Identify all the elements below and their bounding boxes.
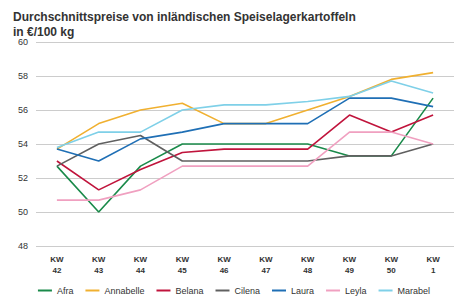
svg-text:58: 58 [18, 71, 28, 81]
svg-text:47: 47 [261, 266, 270, 275]
svg-text:Afra: Afra [57, 286, 74, 296]
svg-text:Leyla: Leyla [345, 286, 367, 296]
svg-text:Laura: Laura [291, 286, 314, 296]
svg-text:50: 50 [387, 266, 396, 275]
svg-text:Belana: Belana [175, 286, 203, 296]
svg-text:KW: KW [301, 255, 315, 264]
svg-text:46: 46 [220, 266, 229, 275]
svg-text:KW: KW [217, 255, 231, 264]
svg-text:KW: KW [134, 255, 148, 264]
svg-text:Cilena: Cilena [235, 286, 261, 296]
svg-text:56: 56 [18, 105, 28, 115]
svg-text:1: 1 [431, 266, 436, 275]
svg-text:48: 48 [303, 266, 312, 275]
svg-text:in €/100 kg: in €/100 kg [13, 25, 74, 39]
svg-text:Marabel: Marabel [398, 286, 431, 296]
svg-text:60: 60 [18, 37, 28, 47]
svg-text:49: 49 [345, 266, 354, 275]
svg-text:50: 50 [18, 207, 28, 217]
svg-text:KW: KW [50, 255, 64, 264]
svg-text:42: 42 [52, 266, 61, 275]
svg-text:43: 43 [94, 266, 103, 275]
svg-text:54: 54 [18, 139, 28, 149]
svg-text:KW: KW [259, 255, 273, 264]
svg-text:KW: KW [176, 255, 190, 264]
svg-text:KW: KW [343, 255, 357, 264]
svg-text:Annabelle: Annabelle [104, 286, 144, 296]
svg-text:45: 45 [178, 266, 187, 275]
svg-text:Durchschnittspreise von inländ: Durchschnittspreise von inländischen Spe… [13, 10, 356, 24]
svg-text:KW: KW [92, 255, 106, 264]
svg-text:KW: KW [426, 255, 440, 264]
svg-text:52: 52 [18, 173, 28, 183]
svg-text:44: 44 [136, 266, 145, 275]
svg-text:48: 48 [18, 241, 28, 251]
svg-text:KW: KW [385, 255, 399, 264]
